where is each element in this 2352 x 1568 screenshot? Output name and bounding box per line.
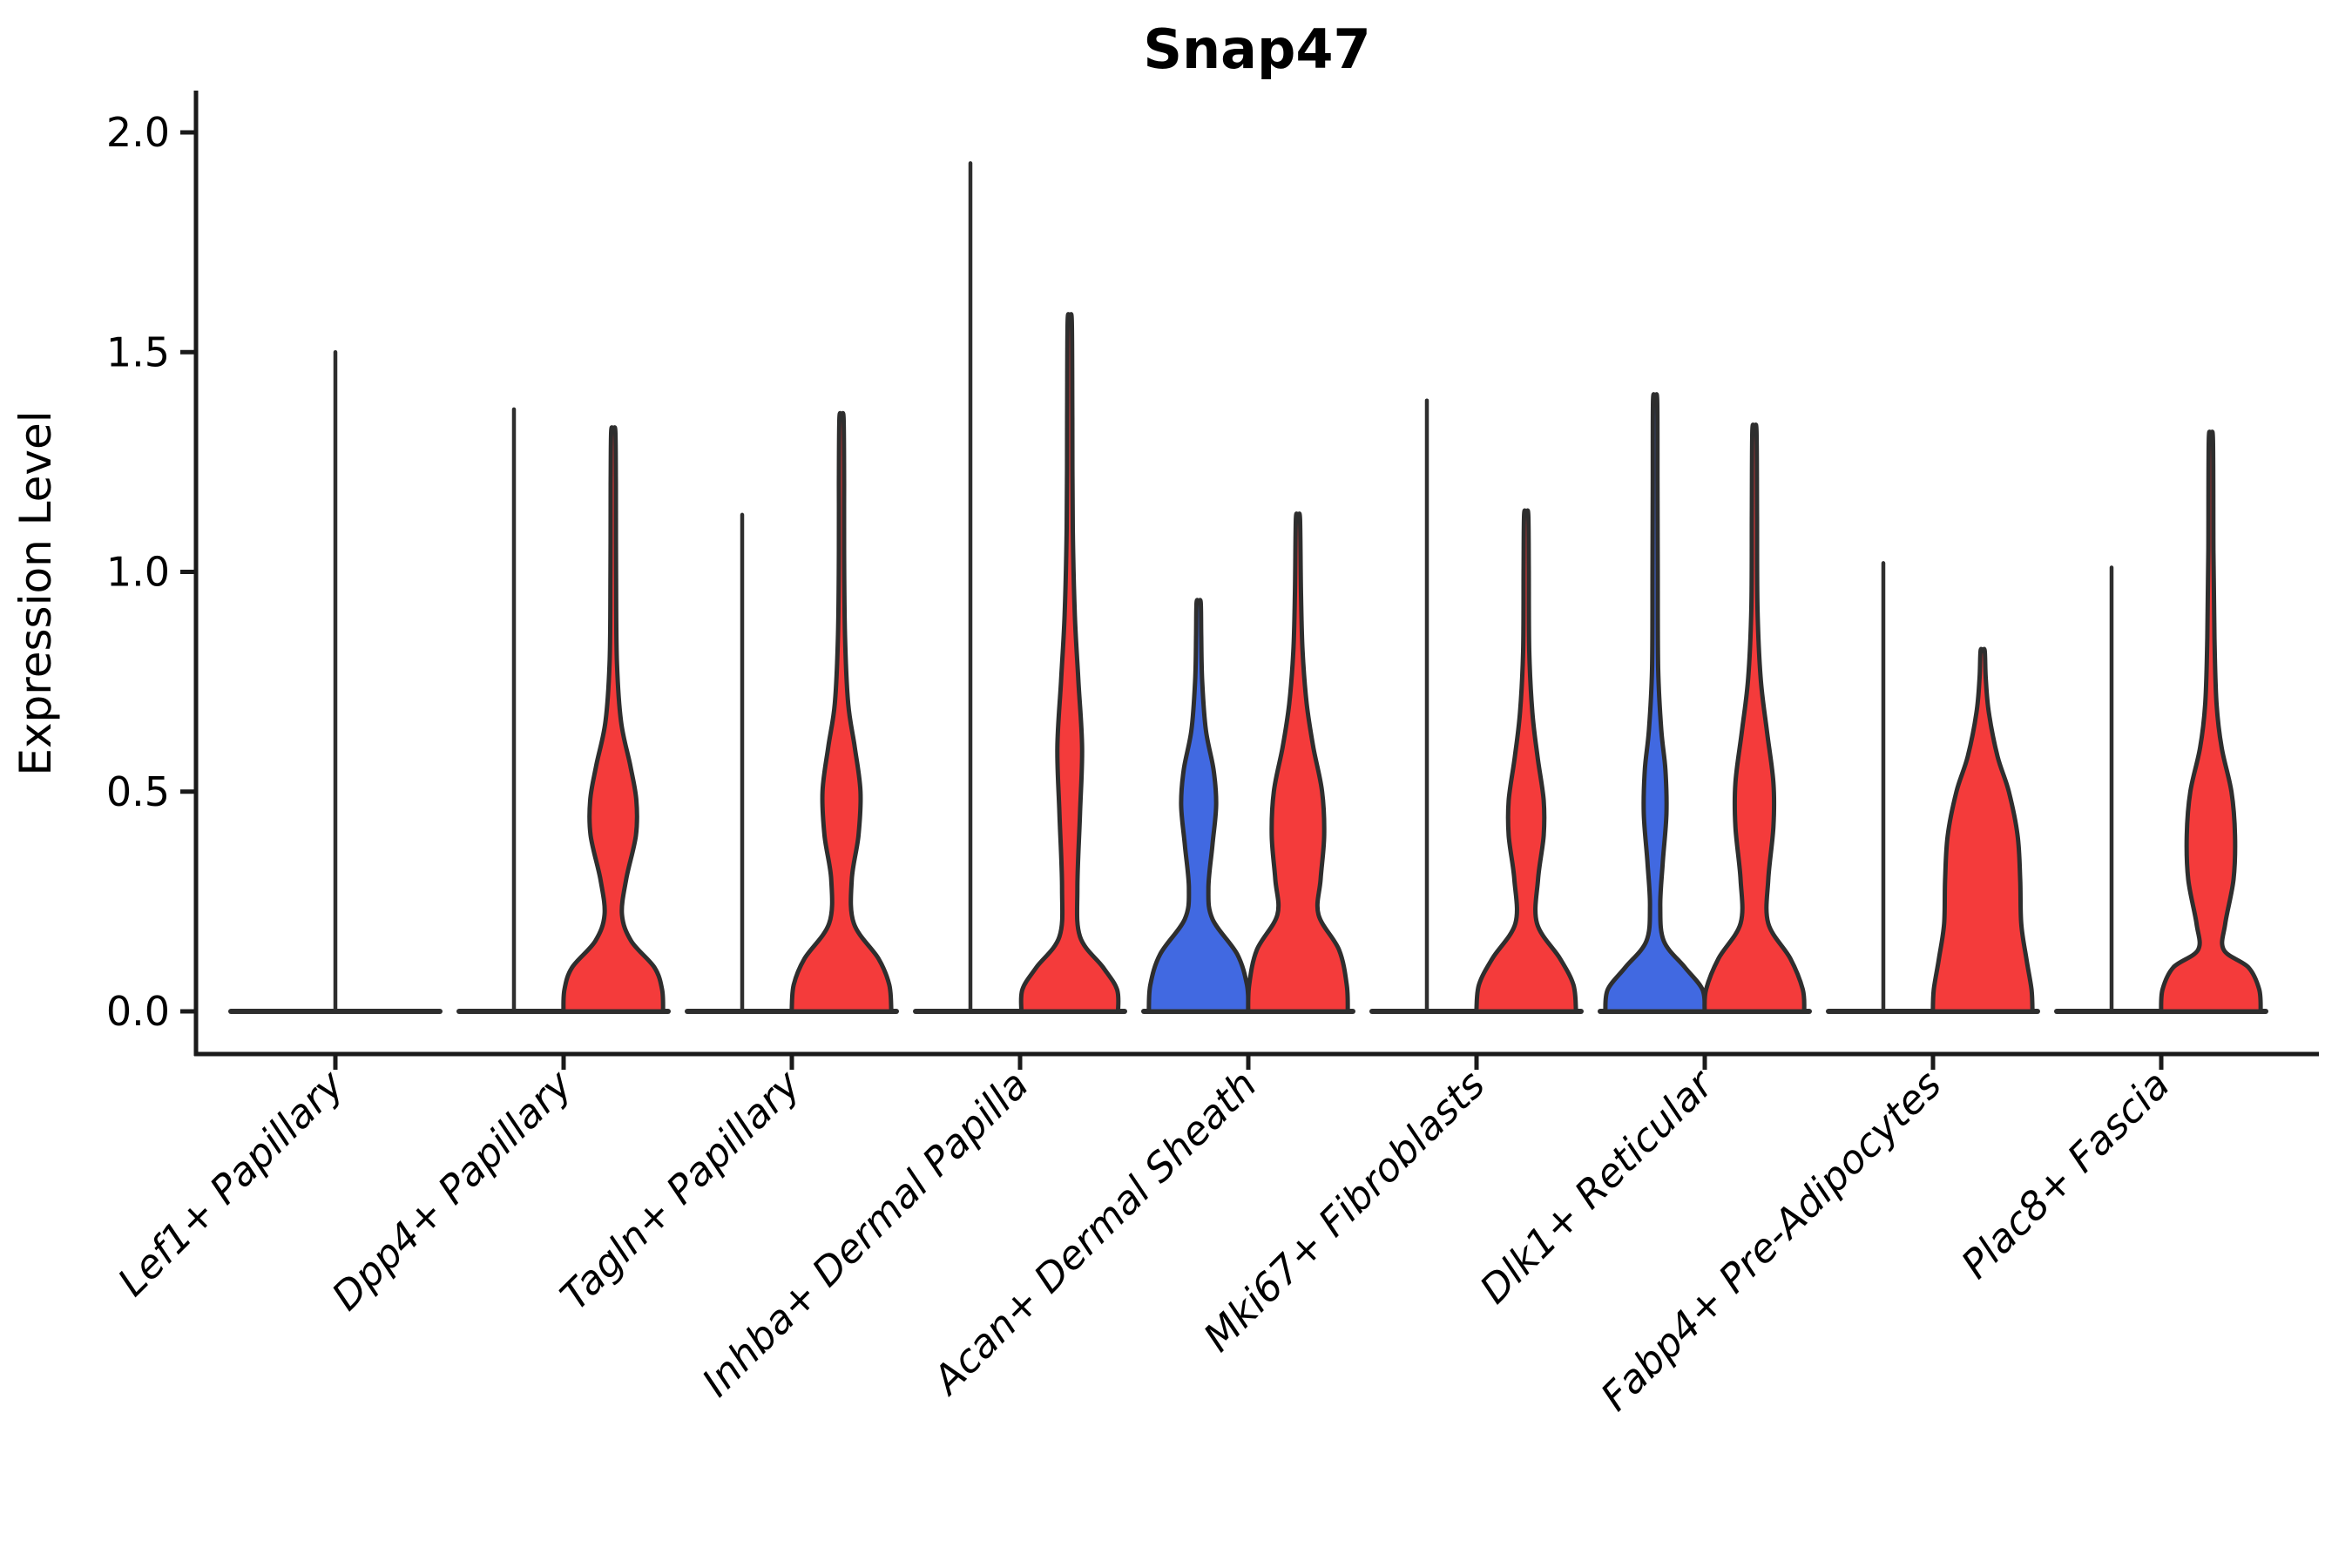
red-violin xyxy=(2159,429,2263,1014)
x-tick-label: Plac8+ Fascia xyxy=(1952,1061,2179,1288)
violin-group xyxy=(2054,429,2268,1014)
violin-group xyxy=(1598,392,1812,1014)
red-violin xyxy=(1930,646,2035,1014)
violin-group xyxy=(1369,398,1584,1014)
red-violin xyxy=(1702,422,1807,1014)
y-axis-label: Expression Level xyxy=(10,410,61,775)
y-tick-label: 1.5 xyxy=(106,328,170,375)
red-violin xyxy=(561,425,666,1014)
violin-group xyxy=(913,161,1127,1014)
blue-violin xyxy=(1603,392,1707,1014)
x-tick-label: Dlk1+ Reticular xyxy=(1470,1060,1723,1313)
y-tick-label: 0.0 xyxy=(106,988,170,1035)
y-tick-label: 1.0 xyxy=(106,549,170,596)
red-violin xyxy=(1474,508,1578,1014)
blue-violin xyxy=(1146,598,1251,1014)
x-tick-label: Tagln+ Papillary xyxy=(551,1060,810,1319)
x-tick-label: Lef1+ Papillary xyxy=(109,1060,354,1305)
x-tick-label: Dpp4+ Papillary xyxy=(323,1060,582,1319)
plot-title: Snap47 xyxy=(1143,17,1370,81)
red-violin xyxy=(789,410,894,1014)
violin-group xyxy=(456,407,671,1014)
violin-group xyxy=(1141,511,1355,1014)
violin-group xyxy=(228,350,443,1014)
violin-groups xyxy=(228,161,2268,1014)
violin-group xyxy=(1826,561,2040,1014)
y-axis: 0.0 0.5 1.0 1.5 2.0 xyxy=(106,91,199,1056)
violin-group xyxy=(685,410,899,1014)
y-tick-label: 2.0 xyxy=(106,109,170,156)
red-violin xyxy=(1018,312,1121,1014)
red-violin xyxy=(1246,511,1350,1014)
y-tick-label: 0.5 xyxy=(106,768,170,815)
